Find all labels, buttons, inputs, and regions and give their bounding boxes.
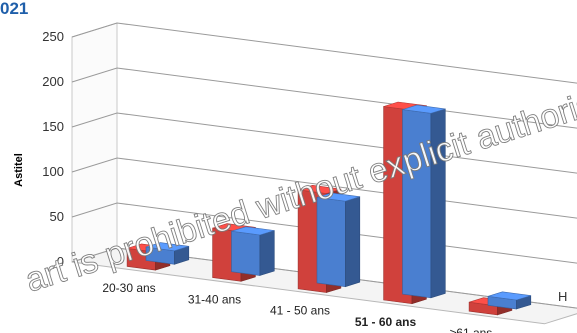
x-tick-label: 51 - 60 ans [355,315,417,329]
y-tick-labels: 0 50 100 150 200 250 [42,29,64,269]
y-tick-label: 100 [42,164,64,179]
front-bar [145,242,190,265]
labels-layer: 021 Astitel H [0,0,567,304]
gridline [71,22,577,84]
y-tick-label: 250 [42,29,64,44]
y-axis-label: Astitel [13,153,25,187]
front-series-bars [145,104,532,310]
x-tick-labels: 20-30 ans 31-40 ans 41 - 50 ans 51 - 60 ans… [102,281,492,333]
side-wall [71,22,118,263]
x-tick-label: 31-40 ans [188,292,241,306]
x-tick-label: 20-30 ans [102,281,155,295]
front-bar [402,104,446,299]
y-tick-label: 200 [42,74,64,89]
chart-title-fragment: 021 [0,0,28,18]
x-tick-label: ≥61 ans [450,326,493,333]
front-bar [316,192,361,288]
y-tick-label: 50 [50,209,64,224]
x-tick-label: 41 - 50 ans [270,304,330,318]
front-bar [231,226,275,276]
y-tick-label: 0 [57,254,64,269]
y-tick-label: 150 [42,119,64,134]
front-bar [487,291,532,310]
depth-axis-label: H [558,289,567,304]
